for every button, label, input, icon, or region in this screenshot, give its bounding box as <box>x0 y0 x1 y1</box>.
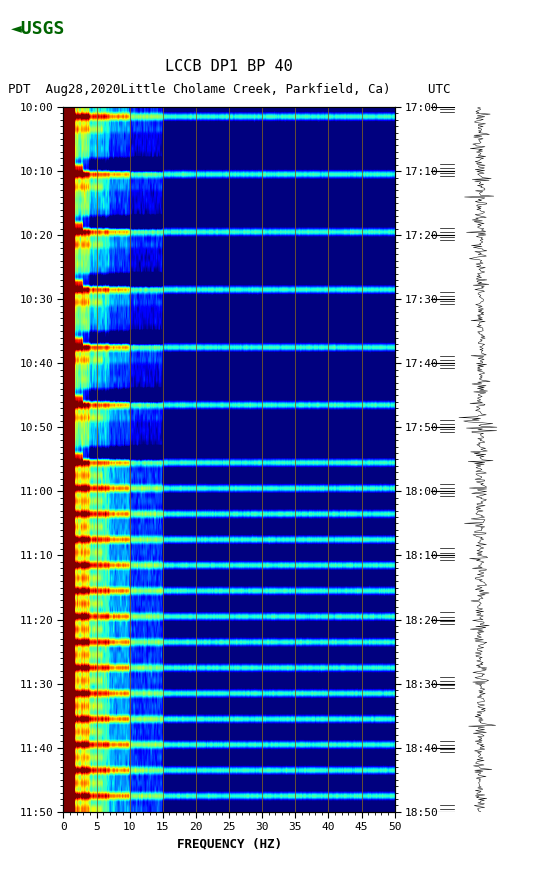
Text: PDT  Aug28,2020Little Cholame Creek, Parkfield, Ca)     UTC: PDT Aug28,2020Little Cholame Creek, Park… <box>8 83 450 95</box>
Text: LCCB DP1 BP 40: LCCB DP1 BP 40 <box>165 60 293 74</box>
X-axis label: FREQUENCY (HZ): FREQUENCY (HZ) <box>177 838 282 851</box>
Text: ◄USGS: ◄USGS <box>11 20 66 37</box>
